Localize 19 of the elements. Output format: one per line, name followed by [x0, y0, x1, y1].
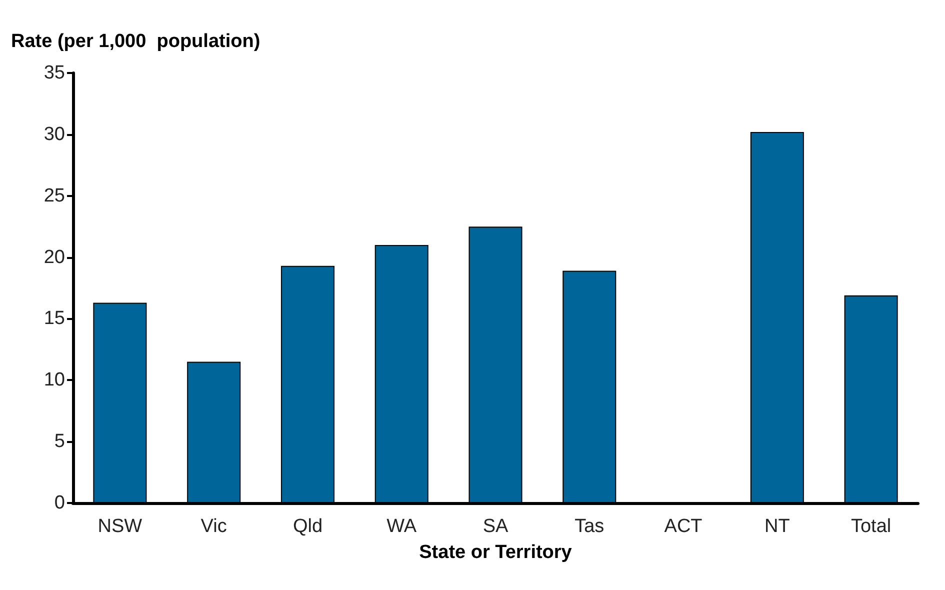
x-tick-label: SA	[482, 516, 508, 537]
y-tick-label: 20	[44, 246, 65, 268]
y-tick-label: 30	[44, 124, 65, 145]
y-tick-label: 10	[44, 370, 65, 391]
x-tick-label: Vic	[200, 516, 227, 537]
x-tick-label: NT	[764, 516, 790, 537]
y-tick-label: 35	[44, 62, 65, 84]
y-tick-label: 0	[54, 492, 65, 514]
x-tick-label: Tas	[574, 516, 604, 537]
y-tick-label: 5	[54, 431, 65, 452]
x-tick-label: ACT	[664, 516, 703, 537]
x-tick-label: WA	[386, 516, 417, 537]
x-tick-label: NSW	[98, 516, 142, 537]
y-tick-label: 15	[44, 308, 65, 330]
y-tick-label: 25	[44, 185, 65, 206]
x-tick-label: Total	[850, 516, 892, 537]
x-tick-label: Qld	[292, 516, 323, 537]
x-axis-title: State or Territory	[419, 542, 572, 563]
y-axis-title: Rate (per 1,000 population)	[11, 31, 260, 52]
